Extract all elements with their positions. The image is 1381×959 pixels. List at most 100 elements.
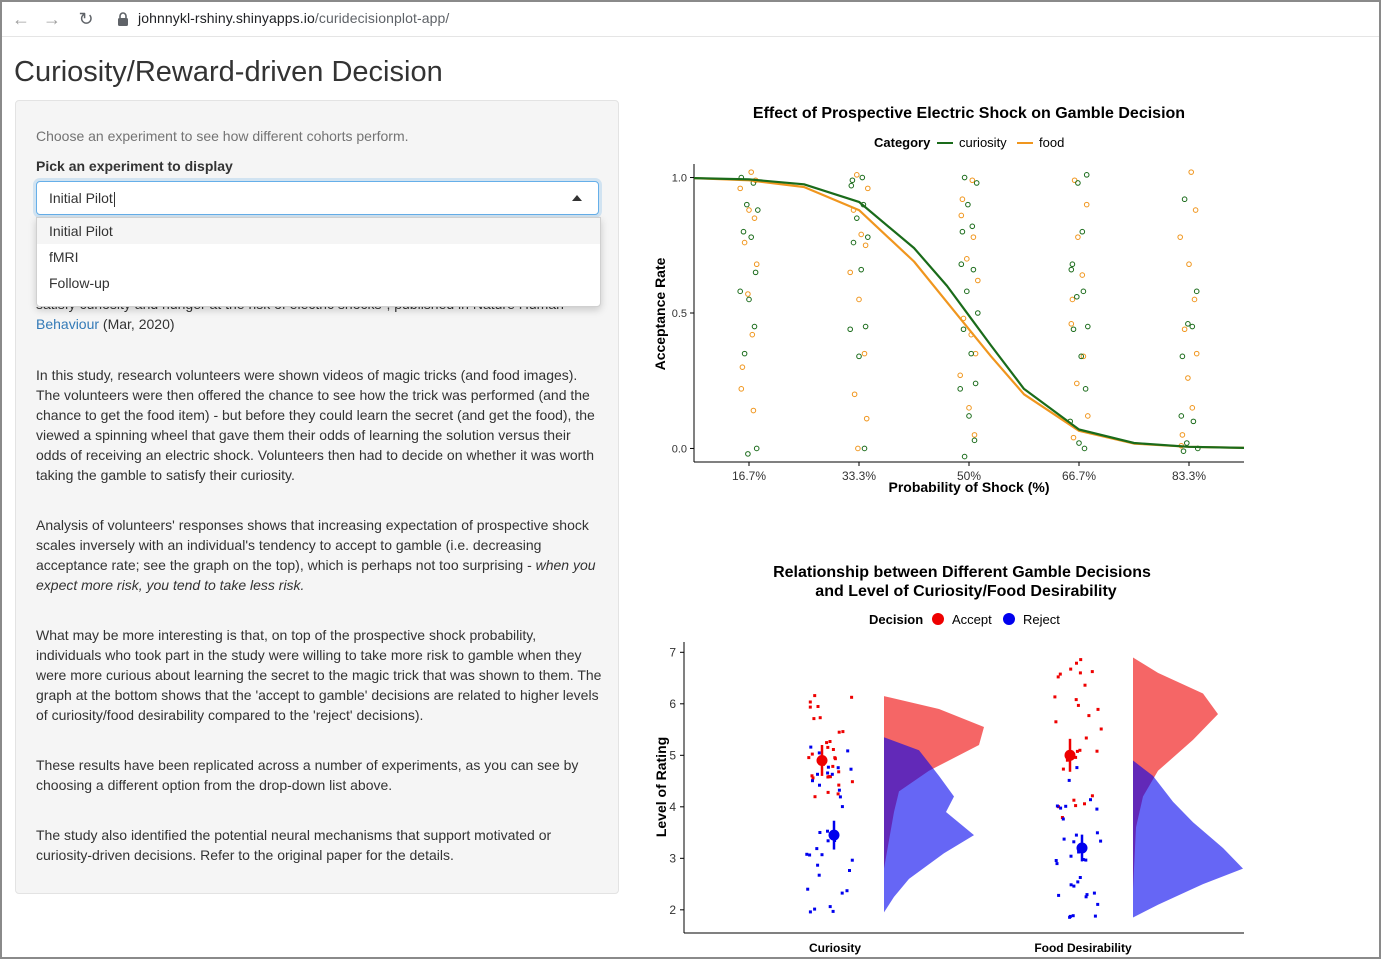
plot1-y-tick-label: 0.0 — [672, 443, 687, 455]
plot2-point-food-accept — [1074, 804, 1078, 808]
plot2-point-curiosity-accept — [816, 705, 820, 708]
plot1-point-curiosity — [1082, 386, 1089, 392]
legend-label-food: food — [1039, 135, 1064, 150]
url-domain: johnnykl-rshiny.shinyapps.io — [138, 10, 315, 26]
plot1-point-curiosity — [1083, 172, 1090, 178]
plot2-point-food-reject — [1089, 798, 1092, 802]
plot1-point-food — [741, 239, 748, 246]
plot2-point-food-reject — [1069, 883, 1073, 887]
plot1-point-curiosity — [1080, 288, 1087, 295]
lock-icon[interactable] — [116, 11, 130, 27]
plot2-point-food-accept — [1069, 667, 1073, 671]
plot1-point-food — [975, 277, 981, 284]
plot2-point-curiosity-reject — [826, 765, 830, 769]
plot1-point-curiosity — [1189, 323, 1196, 330]
plot1-legend: Category curiosity food — [874, 135, 1064, 150]
option-follow-up[interactable]: Follow-up — [49, 275, 110, 291]
plot2-point-curiosity-reject — [840, 891, 844, 895]
plot1-point-curiosity — [969, 223, 976, 230]
plot1-point-food — [958, 212, 965, 219]
plot2-point-curiosity-accept — [818, 716, 822, 720]
plot2-point-curiosity-reject — [850, 858, 854, 862]
plot2-point-curiosity-reject — [826, 829, 829, 833]
plot1-point-food — [957, 372, 964, 379]
plot1-point-food — [1079, 272, 1086, 278]
plot2-point-food-reject — [1072, 884, 1076, 888]
plot2-point-curiosity-accept — [837, 770, 841, 774]
plot2-point-food-reject — [1081, 858, 1085, 861]
journal-link[interactable]: Behaviour — [36, 316, 100, 332]
plot1-point-curiosity — [959, 228, 966, 235]
plot2-point-food-accept — [1072, 798, 1076, 802]
plot2-point-food-accept — [1078, 748, 1082, 752]
plot2-point-curiosity-accept — [828, 740, 832, 743]
plot2-point-curiosity-reject — [846, 749, 850, 753]
reload-icon[interactable]: ↻ — [78, 9, 94, 29]
plot1-point-curiosity — [848, 182, 855, 189]
plot2-point-curiosity-reject — [817, 751, 821, 755]
plot1-point-food — [751, 215, 758, 221]
plot1-point-food — [847, 269, 853, 276]
plot2-mean-reject — [1076, 842, 1088, 854]
plot1-point-food — [1069, 296, 1076, 303]
plot2-point-food-accept — [1075, 661, 1078, 665]
experiment-select[interactable]: Initial Pilot — [36, 181, 599, 215]
shock-acceptance-plot: Effect of Prospective Electric Shock on … — [652, 105, 1245, 495]
plot2-point-food-accept — [1054, 720, 1058, 724]
plot1-point-curiosity — [1070, 326, 1077, 333]
plot2-point-food-accept — [1056, 675, 1060, 679]
plot2-point-food-reject — [1078, 876, 1082, 879]
plot2-point-food-reject — [1072, 840, 1076, 844]
plot1-point-food — [739, 364, 746, 370]
plot1-point-curiosity — [965, 201, 971, 208]
rating-raincloud-plot: Relationship between Different Gamble De… — [653, 564, 1244, 955]
plot2-point-curiosity-reject — [838, 795, 842, 799]
plot2-y-label: Level of Rating — [653, 737, 669, 837]
plot1-point-food — [970, 234, 977, 240]
plot2-point-curiosity-accept — [831, 764, 835, 768]
plot1-point-food — [855, 445, 861, 452]
plot2-point-curiosity-accept — [827, 775, 831, 779]
plot1-title: Effect of Prospective Electric Shock on … — [753, 105, 1185, 122]
paragraph-analysis: Analysis of volunteers' responses shows … — [36, 517, 596, 593]
plot1-point-food — [964, 256, 970, 262]
plot2-point-curiosity-reject — [826, 771, 830, 775]
forward-arrow-icon[interactable]: → — [43, 9, 61, 29]
plot1-point-curiosity — [755, 207, 761, 213]
plot1-point-curiosity — [1078, 353, 1085, 360]
plot2-point-curiosity-reject — [830, 772, 834, 776]
plot2-point-food-accept — [1079, 658, 1083, 662]
plot2-point-food-reject — [1095, 807, 1099, 811]
plot1-point-curiosity — [1190, 418, 1197, 425]
plot2-point-curiosity-reject — [805, 852, 809, 856]
plot2-point-curiosity-accept — [811, 776, 815, 780]
plot1-point-curiosity — [964, 288, 970, 295]
plot1-point-food — [1186, 261, 1192, 268]
plot1-x-tick-label: 16.7% — [732, 469, 766, 483]
plot1-x-tick-label: 33.3% — [842, 469, 876, 483]
plot2-point-food-reject — [1068, 914, 1072, 918]
plot1-point-food — [1188, 169, 1195, 175]
plot1-point-curiosity — [968, 350, 975, 357]
url-path: /curidecisionplot-app/ — [314, 10, 450, 26]
plot2-point-curiosity-accept — [826, 790, 830, 794]
page-title: Curiosity/Reward-driven Decision — [14, 56, 443, 88]
caret-up-icon[interactable] — [572, 195, 582, 201]
plot1-point-curiosity — [1185, 321, 1191, 327]
experiment-dropdown: Initial Pilot fMRI Follow-up — [36, 217, 601, 307]
option-initial-pilot[interactable]: Initial Pilot — [37, 218, 600, 244]
plot2-point-food-reject — [1093, 914, 1097, 918]
select-value: Initial Pilot — [49, 190, 115, 207]
url-field[interactable]: johnnykl-rshiny.shinyapps.io/curidecisio… — [138, 10, 449, 26]
plot2-y-tick-label: 6 — [669, 697, 676, 711]
plot2-point-curiosity-accept — [813, 694, 817, 698]
option-fmri[interactable]: fMRI — [49, 249, 79, 265]
plot2-point-curiosity-accept — [850, 695, 854, 699]
plot2-x-tick-label: Curiosity — [809, 941, 861, 955]
back-arrow-icon[interactable]: ← — [12, 9, 30, 29]
plot2-point-curiosity-reject — [820, 853, 824, 857]
plot2-mean-accept — [816, 754, 828, 766]
plot2-point-curiosity-reject — [818, 783, 821, 787]
plot2-point-curiosity-reject — [817, 873, 821, 877]
plot1-point-food — [1074, 380, 1080, 387]
